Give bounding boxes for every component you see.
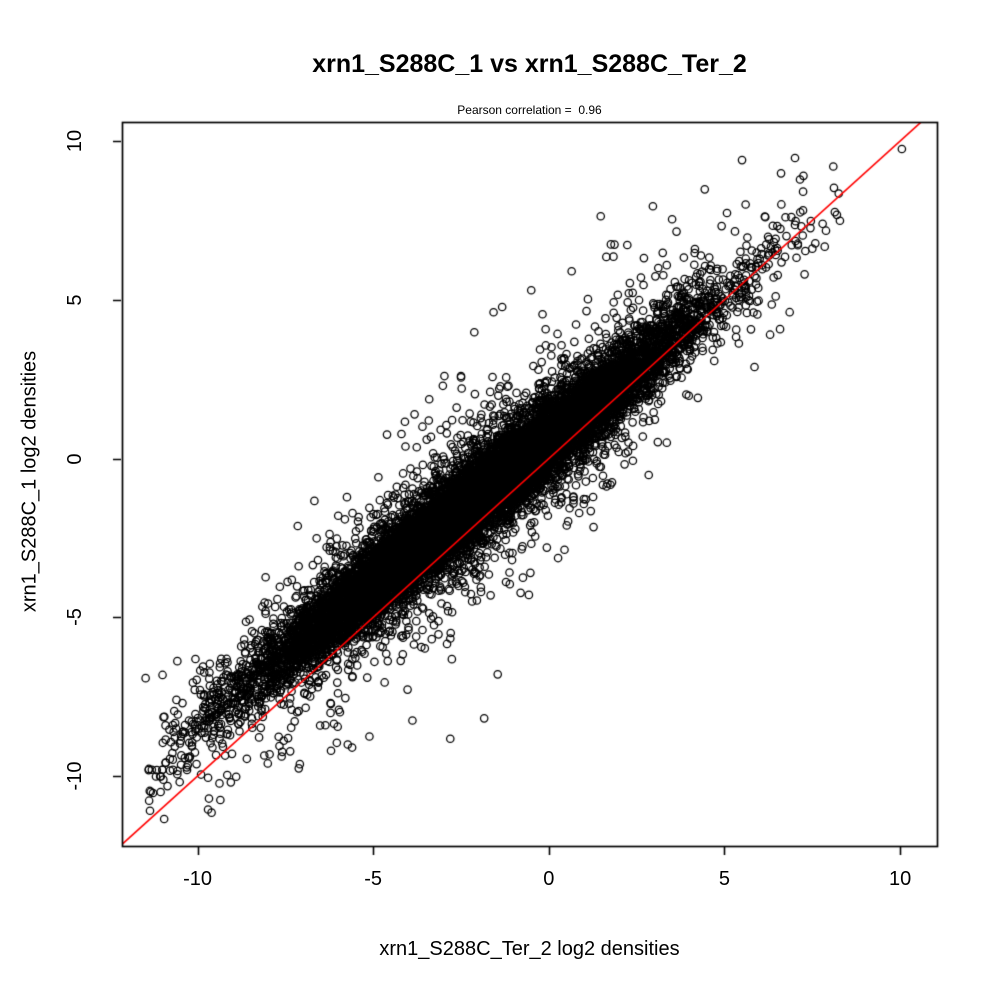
y-tick-label--10: -10 bbox=[64, 761, 86, 791]
pearson-correlation-subtitle: Pearson correlation = 0.96 bbox=[457, 103, 602, 117]
y-axis-label: xrn1_S288C_1 log2 densities bbox=[18, 350, 41, 613]
x-tick-label--10: -10 bbox=[183, 868, 212, 890]
x-tick-label--5: -5 bbox=[364, 868, 383, 890]
y-tick-label-5: 5 bbox=[64, 294, 86, 306]
x-tick-label-0: 0 bbox=[543, 868, 555, 890]
x-tick-label-5: 5 bbox=[718, 868, 731, 890]
y-tick-label-0: 0 bbox=[64, 453, 86, 465]
x-tick-label-10: 10 bbox=[888, 868, 912, 890]
y-tick-label--5: -5 bbox=[64, 608, 86, 627]
chart-title: xrn1_S288C_1 vs xrn1_S288C_Ter_2 bbox=[312, 50, 747, 78]
x-axis-label: xrn1_S288C_Ter_2 log2 densities bbox=[379, 938, 680, 960]
y-tick-label-10: 10 bbox=[64, 129, 86, 153]
